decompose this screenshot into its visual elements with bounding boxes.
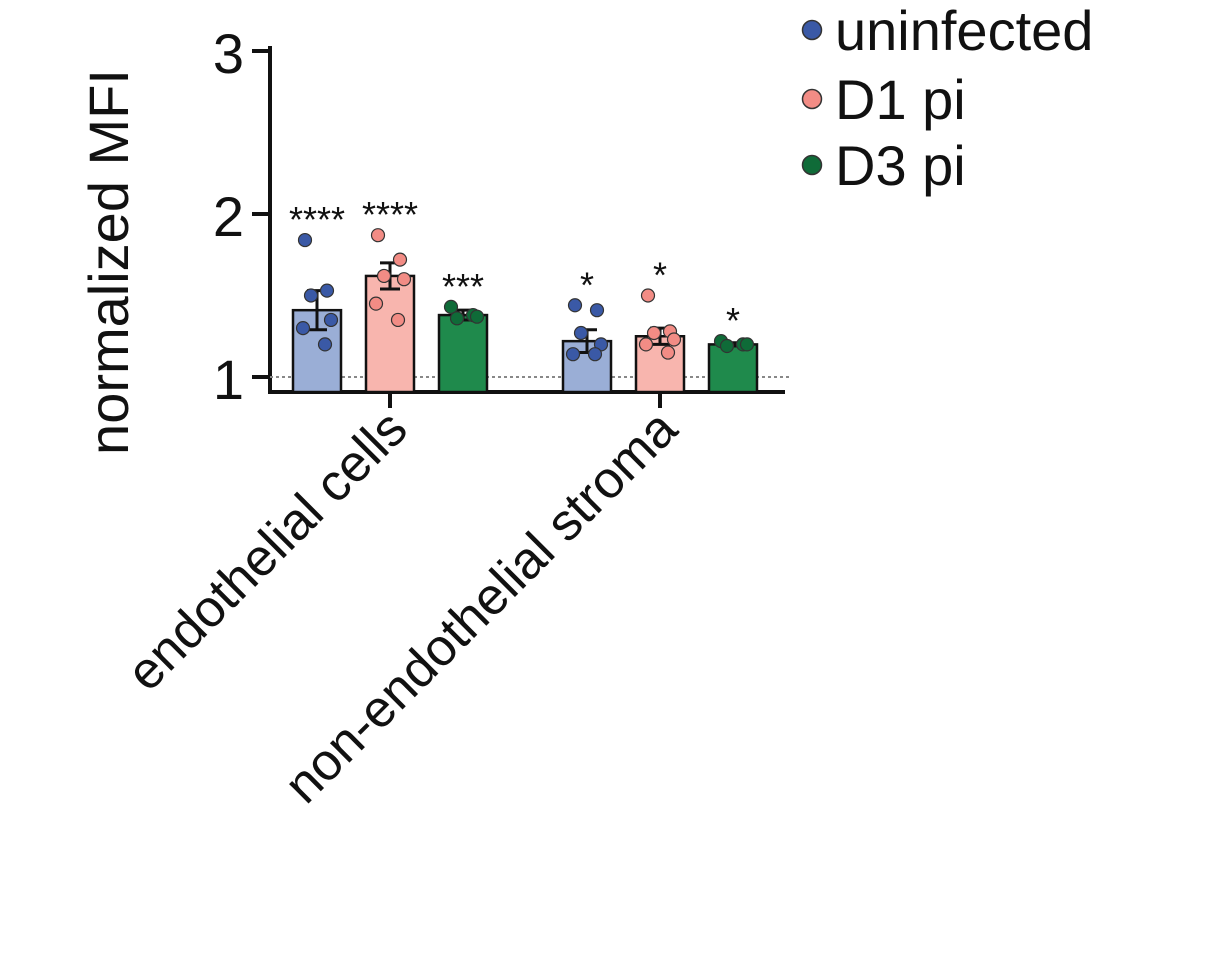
data-point bbox=[317, 337, 333, 352]
data-point bbox=[666, 332, 682, 347]
x-category-label: endothelial cells bbox=[116, 399, 419, 702]
data-point bbox=[573, 325, 589, 341]
data-point bbox=[449, 311, 465, 326]
data-point bbox=[370, 228, 386, 243]
data-point bbox=[303, 288, 319, 303]
data-point bbox=[469, 309, 485, 324]
significance-label: *** bbox=[442, 266, 484, 307]
significance-label: **** bbox=[289, 199, 345, 240]
data-point bbox=[323, 312, 339, 328]
y-tick-label: 3 bbox=[213, 22, 244, 85]
data-point bbox=[640, 288, 656, 303]
bar bbox=[707, 343, 759, 394]
data-point bbox=[567, 298, 583, 313]
legend-marker bbox=[801, 154, 823, 176]
data-point bbox=[638, 337, 654, 352]
y-tick-label: 2 bbox=[213, 185, 244, 248]
legend-marker bbox=[801, 19, 823, 41]
legend-label: D3 pi bbox=[835, 134, 966, 197]
significance-label: * bbox=[726, 300, 740, 341]
data-point bbox=[295, 321, 311, 336]
data-point bbox=[589, 303, 605, 318]
data-point bbox=[376, 268, 392, 284]
data-point bbox=[368, 296, 384, 311]
bar bbox=[437, 313, 489, 394]
data-point bbox=[719, 338, 735, 354]
data-point bbox=[587, 347, 603, 362]
data-point bbox=[297, 232, 313, 248]
data-point bbox=[392, 252, 408, 267]
data-point bbox=[565, 347, 581, 362]
data-point bbox=[646, 325, 662, 341]
data-point bbox=[319, 283, 335, 298]
legend-marker bbox=[801, 88, 823, 110]
legend-label: uninfected bbox=[835, 0, 1093, 62]
y-tick-label: 1 bbox=[213, 348, 244, 411]
data-point bbox=[443, 299, 459, 315]
data-point bbox=[396, 272, 412, 287]
significance-label: * bbox=[653, 255, 667, 296]
data-point bbox=[660, 345, 676, 360]
y-axis-label: normalized MFI bbox=[77, 69, 140, 455]
bar bbox=[364, 274, 416, 394]
data-point bbox=[739, 337, 755, 352]
significance-label: **** bbox=[362, 194, 418, 235]
significance-label: * bbox=[580, 264, 594, 305]
legend-label: D1 pi bbox=[835, 68, 966, 131]
data-point bbox=[390, 312, 406, 328]
